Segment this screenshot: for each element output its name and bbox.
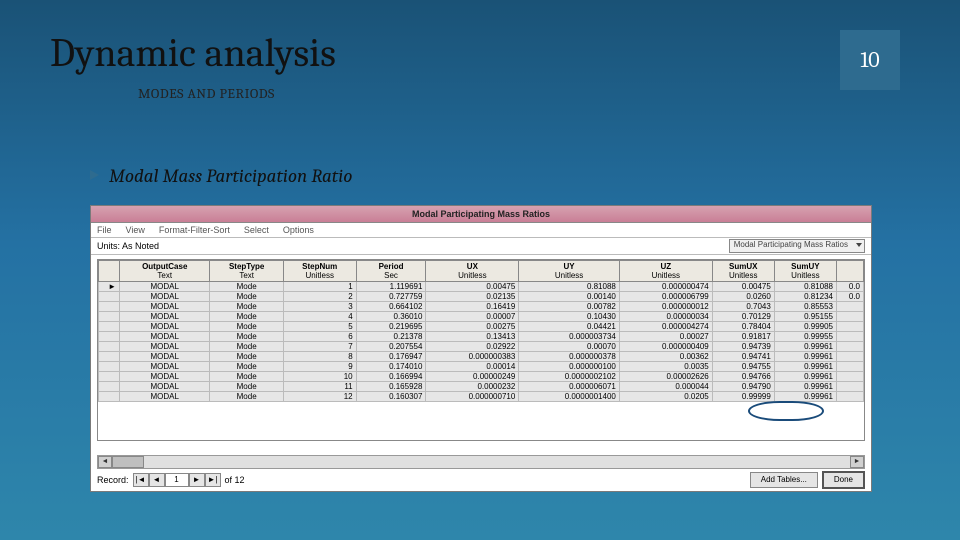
nav-last-icon[interactable]: ►| [205,473,221,487]
done-button[interactable]: Done [822,471,865,489]
record-of-label: of 12 [225,475,245,485]
menu-file[interactable]: File [97,225,112,235]
table-row[interactable]: MODALMode90.1740100.000140.0000001000.00… [99,362,864,372]
table-row[interactable]: MODALMode20.7277590.021350.001400.000006… [99,292,864,302]
col-header[interactable]: OutputCaseText [120,261,210,282]
table-row[interactable]: MODALMode80.1769470.0000003830.000000378… [99,352,864,362]
menu-select[interactable]: Select [244,225,269,235]
scroll-thumb[interactable] [112,456,144,468]
col-header[interactable]: SumUXUnitless [712,261,774,282]
nav-prev-icon[interactable]: ◄ [149,473,165,487]
scroll-right-icon[interactable]: ► [850,456,864,468]
menu-options[interactable]: Options [283,225,314,235]
table-row[interactable]: MODALMode30.6641020.164190.007820.000000… [99,302,864,312]
data-grid[interactable]: OutputCaseTextStepTypeTextStepNumUnitles… [97,259,865,441]
nav-first-icon[interactable]: |◄ [133,473,149,487]
col-header[interactable]: UYUnitless [519,261,620,282]
scroll-left-icon[interactable]: ◄ [98,456,112,468]
table-row[interactable]: MODALMode50.2196950.002750.044210.000004… [99,322,864,332]
units-label: Units: As Noted [97,241,159,251]
highlight-circle [748,401,824,421]
table-row[interactable]: MODALMode100.1669940.000002490.000000210… [99,372,864,382]
table-select-dropdown[interactable]: Modal Participating Mass Ratios [729,239,865,253]
horizontal-scrollbar[interactable]: ◄ ► [97,455,865,469]
col-header-extra [837,261,864,282]
menu-view[interactable]: View [126,225,145,235]
bullet-item: Modal Mass Participation Ratio [90,165,352,187]
menu-format[interactable]: Format-Filter-Sort [159,225,230,235]
table-row[interactable]: MODALMode70.2075540.029220.000700.000000… [99,342,864,352]
page-number-badge: 10 [840,30,900,90]
nav-next-icon[interactable]: ► [189,473,205,487]
app-window: Modal Participating Mass Ratios File Vie… [90,205,872,492]
table-row[interactable]: MODALMode60.213780.134130.0000037340.000… [99,332,864,342]
slide-title: Dynamic analysis [50,30,336,76]
record-navigator[interactable]: |◄ ◄ 1 ► ►| [133,473,221,487]
col-header[interactable]: PeriodSec [356,261,426,282]
window-caption: Modal Participating Mass Ratios [91,206,871,223]
col-header[interactable]: StepNumUnitless [283,261,356,282]
col-header[interactable]: UXUnitless [426,261,519,282]
table-row[interactable]: MODALMode40.360100.000070.104300.0000003… [99,312,864,322]
col-header[interactable]: UZUnitless [619,261,712,282]
record-label: Record: [97,475,129,485]
table-row[interactable]: ►MODALMode11.1196910.004750.810880.00000… [99,282,864,292]
nav-current[interactable]: 1 [165,473,189,487]
add-tables-button[interactable]: Add Tables... [750,472,818,488]
col-header[interactable]: StepTypeText [210,261,283,282]
slide-subtitle: MODES AND PERIODS [138,85,275,102]
table-row[interactable]: MODALMode120.1603070.0000007100.00000014… [99,392,864,402]
col-header[interactable]: SumUYUnitless [774,261,836,282]
menubar[interactable]: File View Format-Filter-Sort Select Opti… [91,223,871,238]
table-row[interactable]: MODALMode110.1659280.00002320.0000060710… [99,382,864,392]
